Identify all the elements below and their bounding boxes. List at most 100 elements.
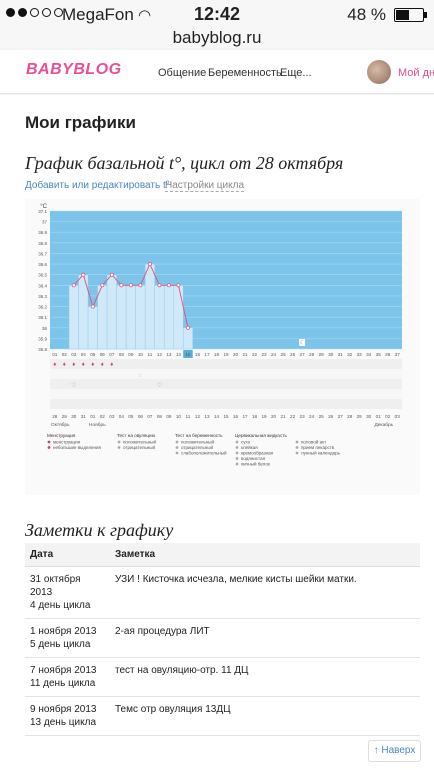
moon-marker [299, 339, 306, 346]
address-bar[interactable]: babyblog.ru [0, 28, 434, 48]
symbol-row [50, 369, 402, 379]
note-date: 1 ноября 2013 [30, 626, 97, 637]
temperature-bar [68, 285, 79, 350]
edit-temperature-link[interactable]: Добавить или редактировать t° [25, 180, 170, 191]
signal-icon [6, 8, 63, 17]
table-row: 1 ноября 2013 5 день цикла 2-ая процедура… [25, 618, 420, 658]
menstruation-icon: ♦ [72, 362, 75, 368]
legend-marker [175, 451, 179, 455]
temperature-point [176, 283, 181, 288]
nav-item-community[interactable]: Общение [158, 67, 207, 79]
date-label: 17 [242, 414, 248, 419]
cycle-day-label: 09 [128, 352, 134, 357]
cycle-settings-link[interactable]: Настройки цикла [165, 180, 245, 192]
temperature-point [100, 283, 105, 288]
temperature-bar [182, 327, 193, 350]
cycle-day-label: 28 [309, 352, 315, 357]
date-label: 03 [109, 414, 115, 419]
menstruation-icon: ♦ [110, 362, 113, 368]
y-tick-label: 36.8 [38, 241, 47, 246]
temperature-point [90, 304, 95, 309]
legend-marker [235, 457, 239, 460]
menstruation-icon: ♦ [82, 362, 85, 368]
note-text: УЗИ ! Кисточка исчезла, мелкие кисты шей… [110, 566, 420, 619]
cycle-day-label: 34 [366, 352, 372, 357]
symbol-row [50, 379, 402, 389]
cycle-day-label: 21 [242, 352, 248, 357]
cycle-day-label: 06 [100, 352, 106, 357]
cycle-day-label: 32 [347, 352, 353, 357]
date-label: 01 [376, 414, 382, 419]
cycle-day-label: 17 [204, 352, 210, 357]
ovulation-test-icon: ◌ [139, 373, 143, 379]
temperature-point [119, 283, 124, 288]
cycle-day-label: 18 [214, 352, 220, 357]
y-tick-label: 37.1 [38, 209, 47, 214]
cycle-day-label: 33 [357, 352, 363, 357]
y-axis-label: °C [40, 204, 47, 210]
cycle-day-label: 08 [119, 352, 125, 357]
legend-item: сухо [241, 440, 251, 445]
temperature-point [185, 325, 190, 330]
temperature-bar [163, 285, 174, 350]
nav-item-more[interactable]: Еще... [280, 67, 312, 79]
legend-group-title: Тест на овуляцию [117, 433, 156, 438]
month-label: Октябрь [51, 422, 70, 428]
date-label: 20 [271, 414, 277, 419]
cycle-day-label: 27 [300, 352, 306, 357]
temperature-point [138, 283, 143, 288]
current-day-highlight [183, 350, 193, 358]
date-label: 19 [261, 414, 267, 419]
note-cycle-day: 5 день цикла [30, 639, 91, 650]
legend-marker [295, 451, 299, 455]
cycle-day-label: 04 [81, 352, 87, 357]
legend-marker [295, 446, 299, 449]
month-label: Ноябрь [89, 422, 106, 428]
date-label: 22 [290, 414, 296, 419]
cycle-day-label: 26 [290, 352, 296, 357]
legend-marker [295, 440, 299, 444]
status-bar: MegaFon ◠ 12:42 48 % [0, 0, 434, 28]
legend-item: половой акт [301, 439, 326, 445]
cycle-day-label: 13 [166, 352, 172, 357]
intercourse-icon: ♡ [157, 382, 162, 389]
date-label: 10 [176, 414, 182, 419]
temperature-bar [116, 285, 127, 350]
date-label: 21 [281, 414, 287, 419]
y-tick-label: 36.9 [38, 230, 47, 235]
nav-item-pregnancy[interactable]: Беременность [208, 67, 282, 79]
cycle-day-label: 31 [338, 352, 344, 357]
legend-group-title: Тест на беременность [175, 433, 223, 438]
symbol-row [50, 359, 402, 369]
date-label: 23 [300, 414, 306, 419]
cycle-day-label: 22 [252, 352, 258, 357]
legend-group-title: Цервикальная жидкость [235, 433, 287, 438]
cycle-day-label: 24 [271, 352, 277, 357]
y-tick-label: 36.4 [38, 283, 47, 288]
date-label: 29 [357, 414, 363, 419]
cycle-day-label: 36 [385, 352, 391, 357]
back-to-top-button[interactable]: ↑ Наверх [368, 740, 421, 762]
note-text: 2-ая процедура ЛИТ [110, 618, 420, 658]
legend-item: прием лекарств [301, 445, 335, 450]
date-label: 03 [395, 414, 401, 419]
avatar[interactable] [367, 60, 391, 84]
cycle-day-label: 05 [90, 352, 96, 357]
temperature-bar [135, 285, 146, 350]
date-label: 31 [81, 414, 87, 419]
date-label: 02 [385, 414, 391, 419]
y-tick-label: 35.8 [38, 347, 47, 352]
date-label: 27 [338, 414, 344, 419]
temperature-point [128, 283, 133, 288]
y-tick-label: 36.6 [38, 262, 47, 267]
legend-group-title: Менструация [47, 433, 76, 438]
legend-marker [235, 440, 239, 444]
temperature-point [109, 272, 114, 277]
temperature-bar [106, 274, 117, 350]
cycle-day-label: 02 [62, 352, 68, 357]
my-diary-link[interactable]: Мой дне [398, 67, 434, 79]
site-logo[interactable]: BABYBLOG [26, 61, 122, 78]
y-tick-label: 36.2 [38, 305, 47, 310]
cycle-day-label: 25 [281, 352, 287, 357]
temperature-bar [87, 306, 98, 350]
